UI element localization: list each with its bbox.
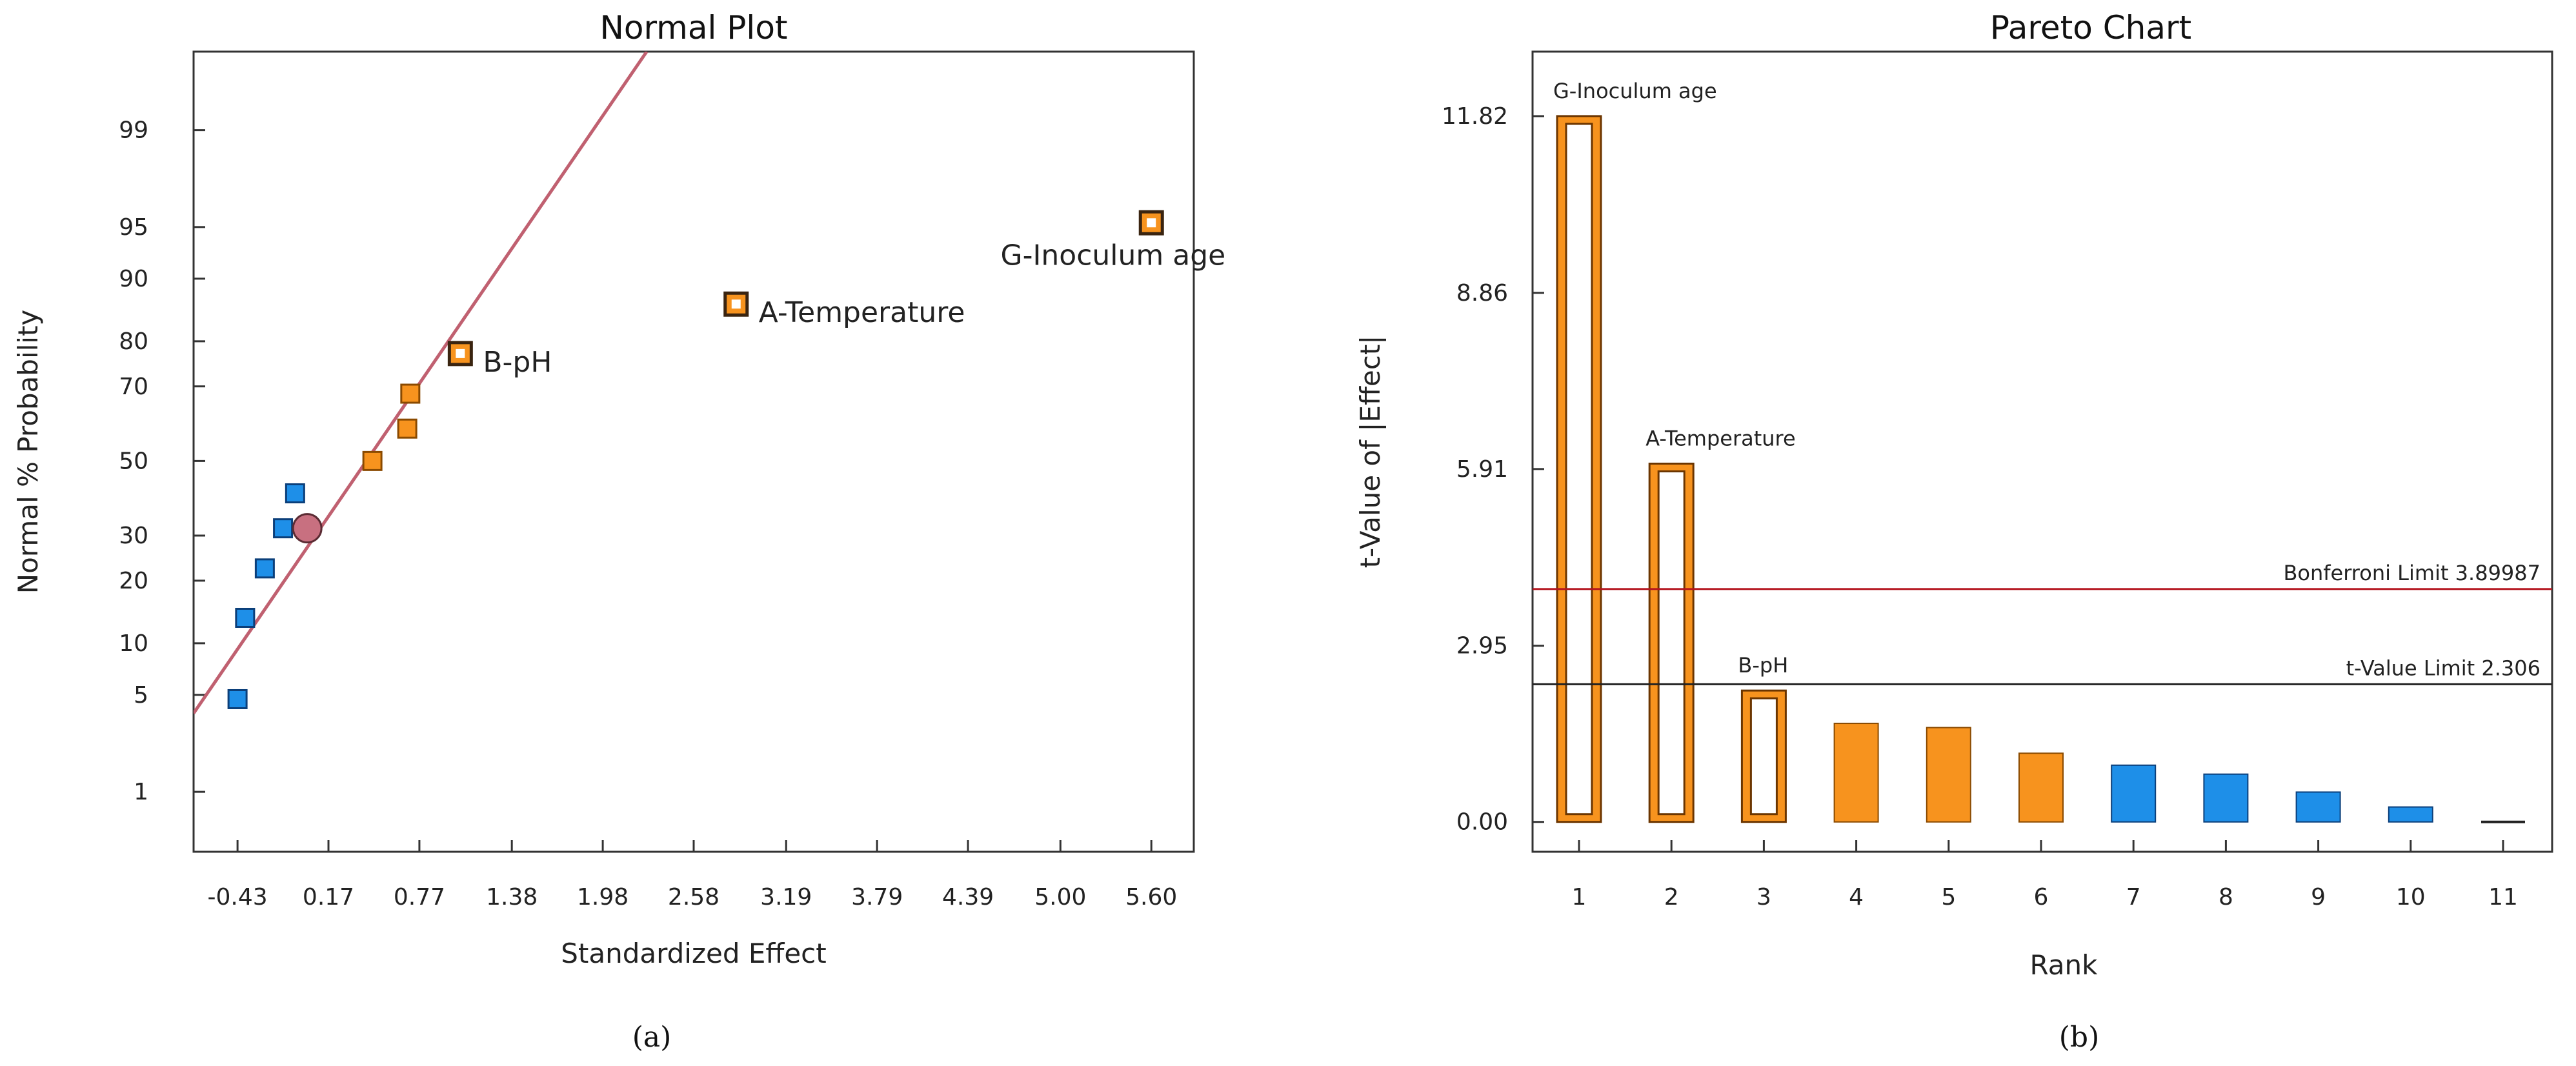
normal-plot-y-ticks: 1 5 10 20 30 50 70 80 90 95 99 [119,117,205,805]
pareto-bars: G-Inoculum age A-Temperature B-pH [1553,79,2525,823]
pareto-bar [2111,764,2157,823]
pareto-bar-open-core [1657,470,1685,816]
x-tick-label: 5 [1941,884,1956,910]
pareto-bar-label: A-Temperature [1645,427,1796,451]
pareto-bar [1926,727,1971,823]
x-tick-label: 3.19 [760,884,812,910]
x-tick-label: 5.00 [1034,884,1086,910]
design-point [235,607,256,628]
pareto-chart-panel: Pareto Chart 0.00 2.95 5.91 8.86 11.82 G-Ino… [1354,9,2553,1054]
y-tick-label: 30 [119,523,148,549]
design-point [362,450,383,471]
y-tick-label: 20 [119,568,148,594]
x-tick-label: 3.79 [851,884,903,910]
pareto-chart-frame [1531,50,2553,853]
design-point-open [723,291,749,317]
design-point-open-core [1147,218,1156,228]
center-point [292,513,323,544]
y-tick-label: 0.00 [1456,809,1508,836]
pareto-bar [1833,723,1879,823]
x-tick-label: 9 [2311,884,2326,910]
normal-plot-panel: Normal Plot 1 5 10 20 30 50 70 80 90 95 99 -0.43 0.… [12,9,1225,1054]
normal-plot-points: B-pH A-Temperature G-Inoculum age [227,210,1225,709]
pareto-y-label: t-Value of |Effect| [1354,336,1386,568]
pareto-bar-open-core [1749,697,1778,816]
pareto-limit-lines: Bonferroni Limit 3.89987 t-Value Limit 2.… [1533,561,2552,685]
x-tick-label: 1 [1572,884,1587,910]
design-point-open-core [731,299,741,309]
pareto-caption: (b) [2059,1021,2100,1054]
y-tick-label: 70 [119,374,148,400]
y-tick-label: 90 [119,266,148,292]
normal-plot-x-label: Standardized Effect [561,938,827,969]
x-tick-label: 10 [2396,884,2426,910]
pareto-y-ticks: 0.00 2.95 5.91 8.86 11.82 [1442,103,1544,836]
y-tick-label: 50 [119,448,148,474]
x-tick-label: 4 [1849,884,1864,910]
pareto-bar [2388,806,2433,823]
pareto-x-ticks: 1 2 3 4 5 6 7 8 9 10 11 [1572,840,2518,910]
point-label: A-Temperature [759,296,965,329]
point-label: G-Inoculum age [1000,239,1225,272]
x-tick-label: 4.39 [942,884,994,910]
x-tick-label: 0.77 [394,884,445,910]
y-tick-label: 2.95 [1456,633,1508,659]
y-tick-label: 95 [119,214,148,241]
y-tick-label: 80 [119,328,148,355]
pareto-bar-label: G-Inoculum age [1553,79,1717,103]
x-tick-label: 0.17 [303,884,354,910]
limit-label: t-Value Limit 2.306 [2346,656,2541,680]
design-point [254,558,275,579]
x-tick-label: 7 [2126,884,2141,910]
x-tick-label: 11 [2488,884,2518,910]
design-point [400,383,421,404]
normal-plot-title: Normal Plot [599,9,787,46]
x-tick-label: 1.38 [486,884,538,910]
normal-plot-x-ticks: -0.43 0.17 0.77 1.38 1.98 2.58 3.19 3.79 4.39 5.0… [208,840,1177,910]
design-point-open-core [456,348,465,358]
pareto-bar-open-core [1565,123,1593,816]
y-tick-label: 1 [134,779,148,805]
x-tick-label: 2.58 [668,884,719,910]
limit-label: Bonferroni Limit 3.89987 [2283,561,2541,585]
pareto-chart-title: Pareto Chart [1990,9,2191,46]
x-tick-label: -0.43 [208,884,268,910]
x-tick-label: 5.60 [1125,884,1177,910]
normal-fit-line [194,52,649,714]
normal-plot-y-label: Normal % Probability [12,310,44,594]
design-point [227,689,248,709]
x-tick-label: 3 [1756,884,1771,910]
y-tick-label: 99 [119,117,148,144]
point-label: B-pH [483,346,552,379]
pareto-bar [2018,752,2064,823]
pareto-bar-label: B-pH [1738,653,1788,678]
normal-plot-caption: (a) [632,1021,672,1054]
design-point [285,483,305,504]
x-tick-label: 6 [2034,884,2049,910]
x-tick-label: 2 [1664,884,1679,910]
y-tick-label: 11.82 [1442,103,1508,130]
x-tick-label: 8 [2219,884,2233,910]
y-tick-label: 5.91 [1456,456,1508,483]
pareto-x-label: Rank [2030,949,2098,981]
y-tick-label: 5 [134,682,148,709]
design-point [273,518,294,539]
pareto-bar [2203,773,2249,823]
design-point [397,418,418,439]
y-tick-label: 10 [119,630,148,657]
pareto-bar [2295,791,2341,823]
y-tick-label: 8.86 [1456,280,1508,307]
x-tick-label: 1.98 [577,884,629,910]
normal-plot-frame [192,50,1195,853]
